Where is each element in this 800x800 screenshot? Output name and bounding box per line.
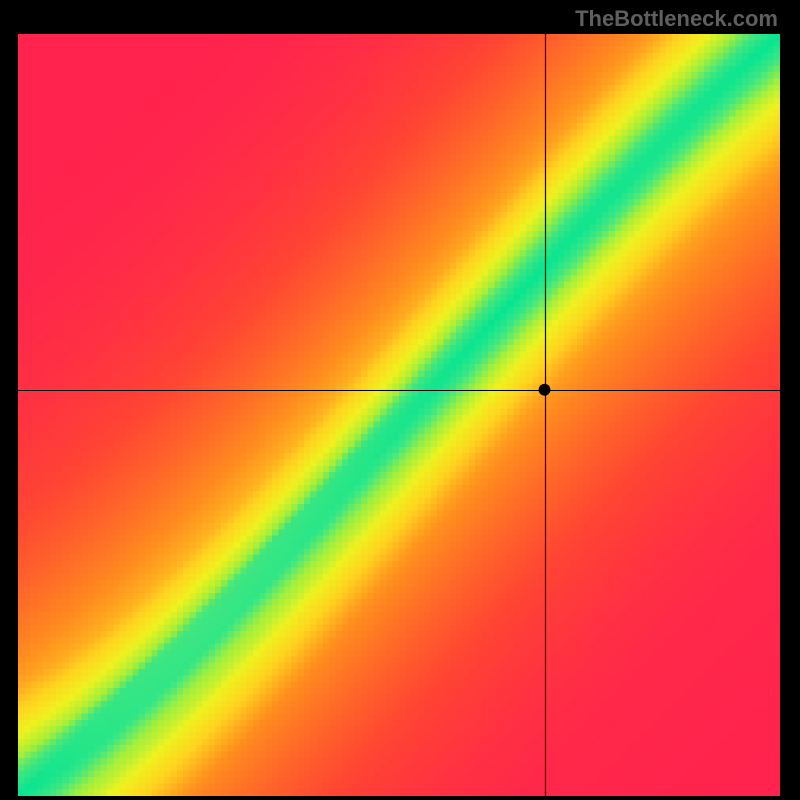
overlay-canvas — [18, 34, 780, 796]
watermark-text: TheBottleneck.com — [575, 6, 778, 32]
chart-container: TheBottleneck.com — [0, 0, 800, 800]
